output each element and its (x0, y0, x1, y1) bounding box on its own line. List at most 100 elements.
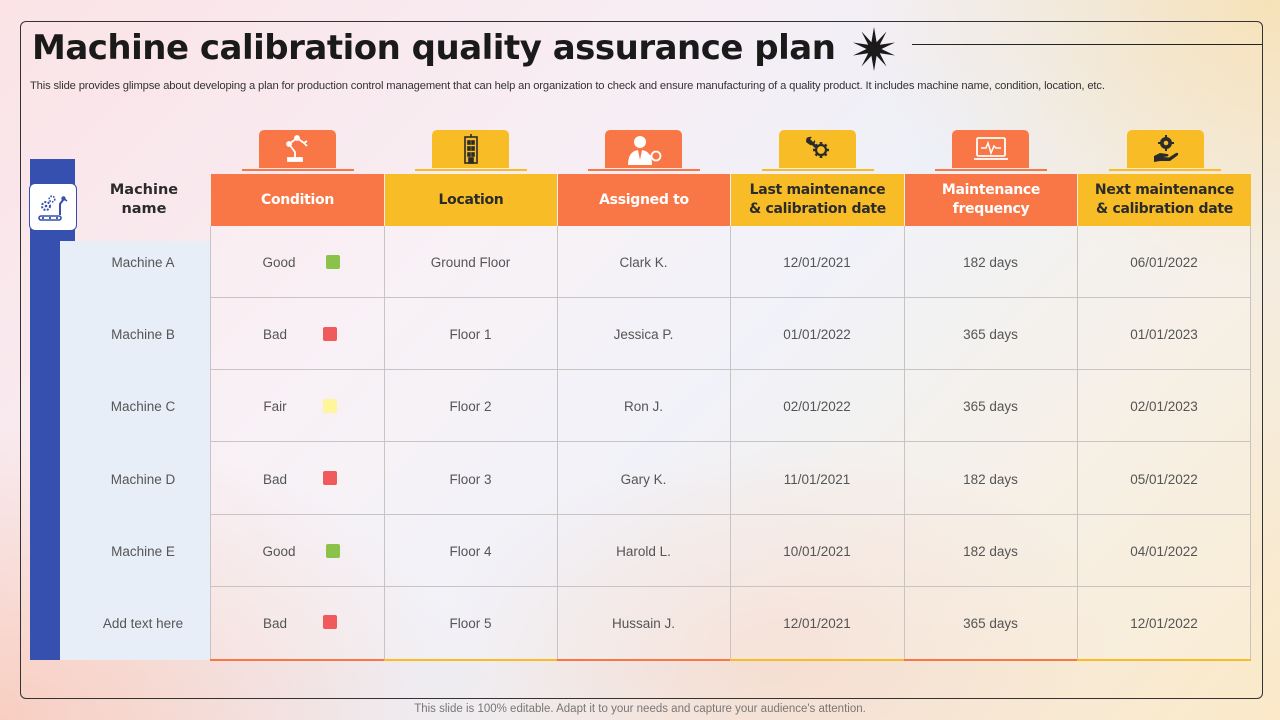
location-text: Floor 1 (449, 327, 492, 342)
col-underline-condition (242, 169, 354, 171)
next-date-text: 05/01/2022 (1130, 472, 1198, 487)
status-swatch (326, 255, 340, 269)
next-date-text: 12/01/2022 (1130, 616, 1198, 631)
laptop-pulse-icon (952, 130, 1029, 168)
column-header-frequency: Maintenance frequency (905, 174, 1077, 226)
next-date-text: 06/01/2022 (1130, 255, 1198, 270)
row-label: Add text here (102, 616, 184, 631)
column-header-label: Assigned to (599, 191, 689, 208)
row-label: Machine A (111, 255, 175, 270)
assigned-text: Clark K. (619, 255, 668, 270)
page-title: Machine calibration quality assurance pl… (32, 28, 836, 68)
grid-bottom-line (1077, 659, 1251, 661)
grid-line (384, 226, 385, 660)
last-date-text: 01/01/2022 (783, 327, 851, 342)
column-header-label: Condition (260, 191, 335, 208)
status-swatch (323, 471, 337, 485)
machine-icon (29, 183, 77, 231)
assigned-text: Ron J. (623, 399, 664, 414)
last-date-text: 11/01/2021 (783, 472, 851, 487)
grid-bottom-line (730, 659, 904, 661)
col-underline-frequency (935, 169, 1047, 171)
col-underline-last (762, 169, 874, 171)
col-underline-location (415, 169, 527, 171)
condition-text: Bad (262, 472, 288, 487)
assigned-text: Harold L. (616, 544, 671, 559)
condition-text: Bad (262, 327, 288, 342)
column-header-assigned: Assigned to (558, 174, 730, 226)
next-date-text: 02/01/2023 (1130, 399, 1198, 414)
column-header-last-maintenance: Last maintenance & calibration date (731, 174, 904, 226)
column-header-condition: Condition (211, 174, 384, 226)
col-underline-next (1109, 169, 1221, 171)
grid-line (1077, 226, 1078, 660)
grid-line (1250, 226, 1251, 660)
location-text: Floor 5 (449, 616, 492, 631)
last-date-text: 02/01/2022 (783, 399, 851, 414)
subtitle: This slide provides glimpse about develo… (30, 80, 1105, 92)
building-icon (432, 130, 509, 168)
next-date-text: 01/01/2023 (1130, 327, 1198, 342)
grid-bottom-line (904, 659, 1077, 661)
frequency-text: 365 days (963, 616, 1018, 631)
status-swatch (323, 399, 337, 413)
row-header-line1: Machine (109, 182, 179, 198)
technician-icon (605, 130, 682, 168)
robot-arm-icon (259, 130, 336, 168)
footer-note: This slide is 100% editable. Adapt it to… (414, 703, 866, 715)
location-text: Floor 2 (449, 399, 492, 414)
condition-text: Good (262, 255, 296, 270)
condition-text: Bad (262, 616, 288, 631)
row-label-panel (60, 241, 210, 660)
status-swatch (323, 615, 337, 629)
grid-line (557, 226, 558, 660)
column-header-location: Location (385, 174, 557, 226)
last-date-text: 12/01/2021 (783, 616, 851, 631)
grid-line (904, 226, 905, 660)
row-label: Machine B (111, 327, 175, 342)
column-header-label: frequency (952, 201, 1030, 217)
location-text: Floor 4 (449, 544, 492, 559)
status-swatch (326, 544, 340, 558)
row-header: Machine name (78, 174, 210, 226)
row-label: Machine C (110, 399, 176, 414)
column-header-label: Location (438, 191, 504, 208)
frequency-text: 365 days (963, 399, 1018, 414)
column-header-next-maintenance: Next maintenance & calibration date (1078, 174, 1251, 226)
condition-text: Fair (263, 399, 287, 414)
frequency-text: 182 days (963, 472, 1018, 487)
column-header-label: Last maintenance (749, 182, 886, 198)
title-rule (912, 44, 1262, 45)
grid-bottom-line (557, 659, 730, 661)
location-text: Floor 3 (449, 472, 492, 487)
column-header-label: Maintenance (941, 182, 1041, 198)
last-date-text: 12/01/2021 (783, 255, 851, 270)
assigned-text: Hussain J. (611, 616, 676, 631)
slide-frame (20, 21, 1263, 699)
grid-line (210, 369, 1251, 370)
starburst-icon (853, 27, 895, 71)
wrench-gear-icon (779, 130, 856, 168)
gear-hand-icon (1127, 130, 1204, 168)
grid-line (730, 226, 731, 660)
row-label: Machine D (110, 472, 176, 487)
next-date-text: 04/01/2022 (1130, 544, 1198, 559)
row-label: Machine E (111, 544, 175, 559)
frequency-text: 365 days (963, 327, 1018, 342)
assigned-text: Gary K. (620, 472, 667, 487)
col-underline-assigned (588, 169, 700, 171)
grid-line (210, 586, 1251, 587)
grid-line (210, 226, 211, 660)
frequency-text: 182 days (963, 544, 1018, 559)
grid-line (210, 514, 1251, 515)
status-swatch (323, 327, 337, 341)
grid-bottom-line (384, 659, 557, 661)
grid-line (210, 297, 1251, 298)
grid-line (210, 441, 1251, 442)
location-text: Ground Floor (430, 255, 511, 270)
column-header-label: Next maintenance (1094, 182, 1235, 198)
last-date-text: 10/01/2021 (783, 544, 851, 559)
grid-bottom-line (210, 659, 384, 661)
column-header-label: & calibration date (1095, 201, 1233, 217)
